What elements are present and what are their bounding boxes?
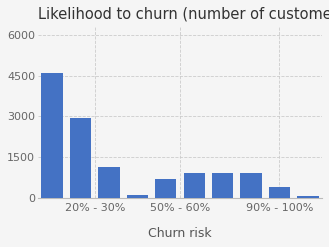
Text: Likelihood to churn (number of customers): Likelihood to churn (number of customers… [38, 7, 329, 22]
Bar [127, 195, 148, 198]
Bar [212, 173, 233, 198]
Bar [155, 179, 176, 198]
Bar [184, 173, 205, 198]
Bar [269, 187, 290, 198]
Bar [41, 73, 63, 198]
X-axis label: Churn risk: Churn risk [148, 227, 212, 240]
Bar [98, 166, 119, 198]
Bar [297, 196, 318, 198]
Bar [70, 118, 91, 198]
Bar [240, 173, 262, 198]
